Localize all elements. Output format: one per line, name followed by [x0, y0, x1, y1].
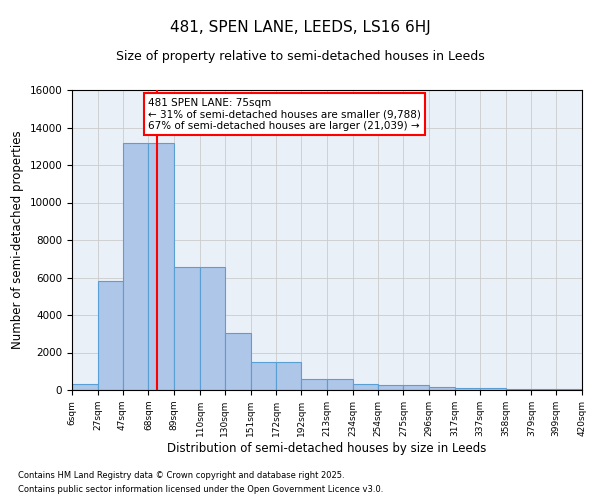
Bar: [532, 389, 556, 390]
Bar: [122, 142, 148, 390]
Bar: [251, 362, 277, 390]
Text: Contains HM Land Registry data © Crown copyright and database right 2025.: Contains HM Land Registry data © Crown c…: [18, 470, 344, 480]
Bar: [506, 388, 532, 390]
Bar: [200, 267, 225, 390]
Bar: [72, 384, 98, 390]
X-axis label: Distribution of semi-detached houses by size in Leeds: Distribution of semi-detached houses by …: [167, 442, 487, 454]
Bar: [403, 386, 429, 390]
Bar: [327, 379, 353, 390]
Bar: [277, 362, 301, 390]
Bar: [174, 267, 200, 390]
Bar: [377, 386, 403, 390]
Bar: [480, 388, 506, 390]
Text: Size of property relative to semi-detached houses in Leeds: Size of property relative to semi-detach…: [116, 50, 484, 63]
Text: 481, SPEN LANE, LEEDS, LS16 6HJ: 481, SPEN LANE, LEEDS, LS16 6HJ: [170, 20, 430, 35]
Y-axis label: Number of semi-detached properties: Number of semi-detached properties: [11, 130, 24, 350]
Text: Contains public sector information licensed under the Open Government Licence v3: Contains public sector information licen…: [18, 486, 383, 494]
Bar: [225, 333, 251, 390]
Bar: [455, 388, 480, 390]
Bar: [148, 142, 174, 390]
Bar: [301, 379, 327, 390]
Bar: [429, 387, 455, 390]
Text: 481 SPEN LANE: 75sqm
← 31% of semi-detached houses are smaller (9,788)
67% of se: 481 SPEN LANE: 75sqm ← 31% of semi-detac…: [148, 98, 421, 130]
Bar: [556, 389, 582, 390]
Bar: [353, 384, 377, 390]
Bar: [98, 281, 122, 390]
